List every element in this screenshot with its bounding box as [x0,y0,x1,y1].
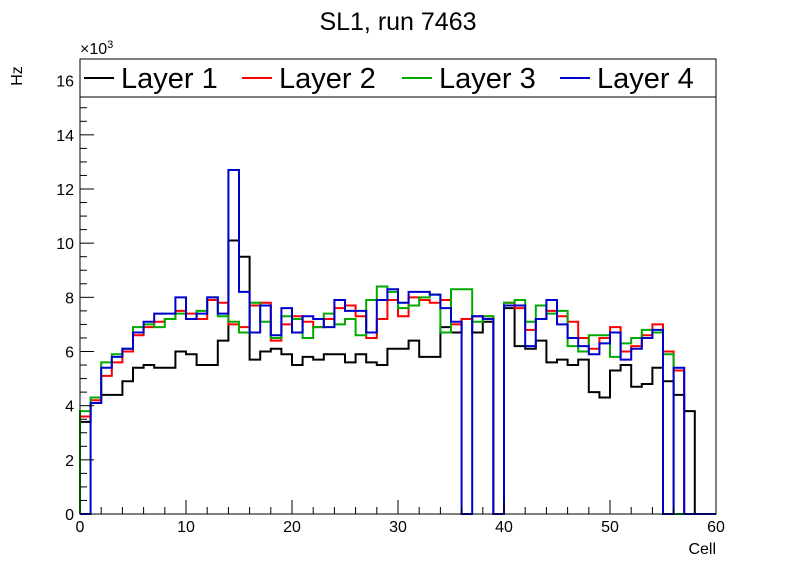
legend-box [79,58,717,98]
legend-label: Layer 4 [597,63,694,95]
y-tick-label: 6 [65,345,74,362]
x-tick-label: 10 [177,519,195,536]
legend-label: Layer 3 [439,63,536,95]
x-tick-label: 0 [76,519,85,536]
series-layer-4 [80,169,716,515]
legend-label: Layer 2 [279,63,376,95]
y-tick-label: 2 [65,453,74,470]
legend-entry-layer-3: Layer 3 [402,63,536,95]
x-tick-label: 40 [495,519,513,536]
y-tick-label: 14 [56,128,74,145]
x-tick-label: 50 [601,519,619,536]
y-axis-label: Hz [9,66,26,86]
y-tick-label: 0 [65,507,74,524]
series-layer-1 [79,239,716,515]
y-tick-label: 10 [56,236,74,253]
x-tick-label: 60 [707,519,725,536]
y-axis-multiplier: ×103 [80,39,113,58]
x-tick-label: 30 [389,519,407,536]
series-layer-3 [79,285,716,515]
y-tick-label: 4 [65,399,74,416]
y-tick-label: 8 [65,290,74,307]
y-tick-label: 16 [56,74,74,91]
x-axis-label: Cell [688,541,716,558]
chart-title: SL1, run 7463 [319,8,476,36]
y-tick-label: 12 [56,182,74,199]
legend: Layer 1 Layer 2 Layer 3 Layer 4 [79,58,717,98]
legend-entry-layer-2: Layer 2 [242,63,376,95]
legend-entry-layer-4: Layer 4 [560,63,694,95]
axes: 0 10 20 30 40 50 60 0 2 4 6 8 10 12 14 16 [56,58,725,536]
x-tick-label: 20 [283,519,301,536]
legend-label: Layer 1 [121,63,218,95]
plot-data [79,169,716,515]
legend-entry-layer-1: Layer 1 [84,63,218,95]
